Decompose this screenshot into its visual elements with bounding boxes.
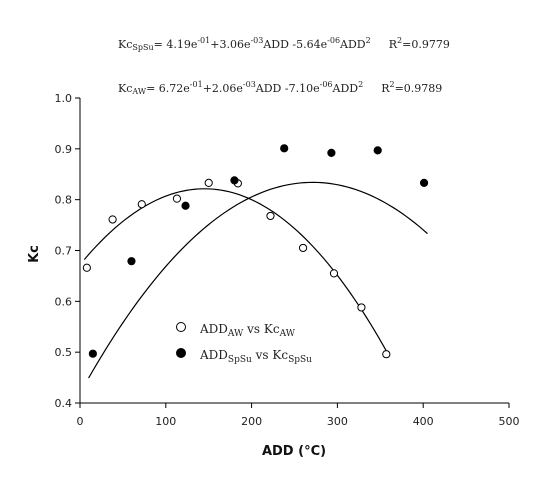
open-point [137,200,146,209]
open-point [298,243,308,253]
x-tick-label: 200 [241,415,262,428]
y-tick-label: 0.8 [55,194,73,207]
filled-point [230,176,239,185]
fit-curve-0 [83,188,390,356]
equation-aw: KcAW= 6.72e-01+2.06e-03ADD -7.10e-06ADD2… [118,80,443,96]
open-point [329,269,339,278]
x-tick-label: 500 [499,415,520,428]
filled-point [280,144,289,153]
x-tick-label: 100 [155,415,176,428]
equation-spsu: KcSpSu= 4.19e-01+3.06e-03ADD -5.64e-06AD… [118,36,450,52]
open-point [82,263,91,272]
filled-point [127,257,136,266]
y-axis-label: Kc [27,245,42,263]
x-tick-label: 400 [413,415,434,428]
open-point [108,215,117,224]
y-tick-label: 1.0 [55,92,73,105]
filled-point [419,178,429,187]
axes: 0 100 200 300 400 500 0.4 0.5 0.6 0.7 0.8 0.9 1.0 [55,92,520,428]
x-tick-label: 300 [327,415,348,428]
legend-entry-aw: ADDAW vs KcAW [176,322,295,339]
y-tick-label: 0.6 [55,295,73,308]
y-tick-label: 0.5 [55,346,73,359]
open-point [357,303,366,312]
open-point [204,178,213,187]
filled-point [88,349,97,358]
y-tick-label: 0.7 [55,245,73,258]
data-points [82,144,429,359]
fit-curves [83,181,428,379]
open-circle-marker-icon [176,322,186,332]
open-point [172,194,182,203]
fit-curve-1 [88,181,428,379]
open-point [266,211,275,221]
x-tick-label: 0 [77,415,84,428]
y-tick-label: 0.9 [55,143,73,156]
filled-point [373,146,382,155]
filled-point [181,201,190,210]
x-axis-label: ADD (°C) [262,444,326,459]
filled-circle-marker-icon [176,348,186,358]
legend-entry-spsu: ADDSpSu vs KcSpSu [176,348,312,365]
open-point [382,350,391,359]
y-tick-label: 0.4 [55,397,73,410]
filled-point [327,148,336,157]
